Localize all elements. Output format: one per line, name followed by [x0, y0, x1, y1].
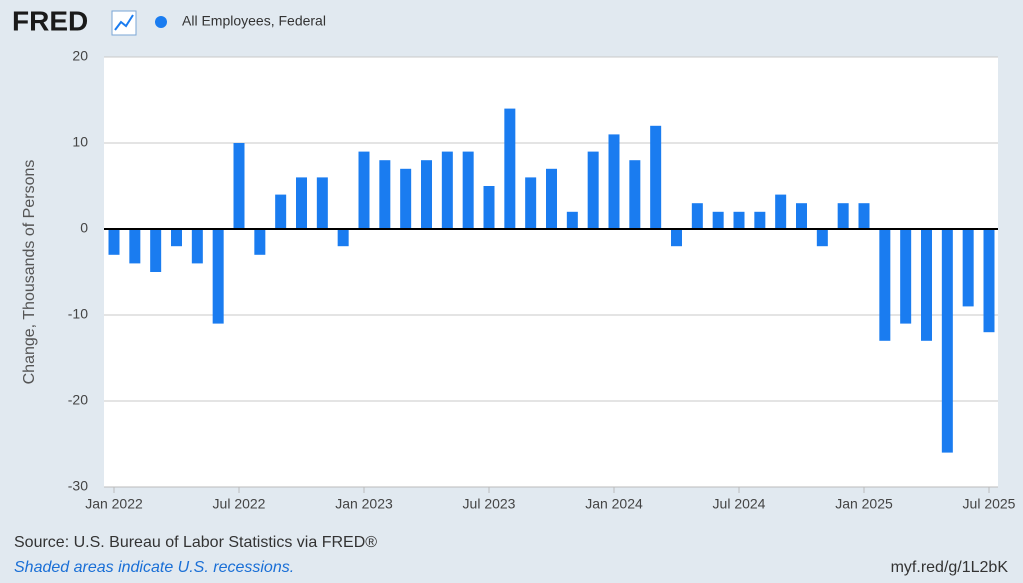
- bar: [587, 151, 599, 229]
- source: Source: U.S. Bureau of Labor Statistics …: [14, 534, 377, 551]
- bar: [754, 211, 766, 229]
- y-tick-label: 0: [80, 220, 88, 236]
- bar: [671, 229, 682, 247]
- bar: [941, 229, 953, 453]
- bar: [900, 229, 912, 324]
- bar: [171, 229, 182, 247]
- logo-icon: [111, 10, 137, 36]
- bar: [816, 229, 828, 247]
- bar: [546, 168, 557, 229]
- bar: [650, 125, 662, 229]
- bar: [879, 229, 891, 341]
- bar: [629, 160, 641, 229]
- x-tick-label: Jan 2025: [835, 496, 893, 512]
- bar: [733, 211, 745, 229]
- bar: [441, 151, 453, 229]
- bar: [504, 108, 516, 229]
- legend-label: All Employees, Federal: [182, 13, 326, 29]
- x-tick-label: Jan 2023: [335, 496, 393, 512]
- bar: [962, 229, 974, 307]
- bar: [191, 229, 203, 264]
- plot-area: [104, 57, 998, 487]
- y-tick-label: 20: [72, 48, 88, 64]
- bar: [837, 203, 849, 229]
- y-tick-label: -20: [68, 392, 88, 408]
- recession-note: Shaded areas indicate U.S. recessions.: [14, 559, 294, 576]
- x-tick-label: Jan 2022: [85, 496, 143, 512]
- bar: [275, 194, 287, 229]
- x-tick-label: Jul 2023: [463, 496, 516, 512]
- link[interactable]: myf.red/g/1L2bK: [891, 559, 1009, 576]
- bar: [608, 134, 620, 229]
- bar: [150, 229, 162, 272]
- bar: [483, 186, 495, 229]
- bar: [212, 229, 224, 324]
- bar: [316, 177, 328, 229]
- bar: [400, 168, 412, 229]
- bar: [296, 177, 307, 229]
- bar: [983, 229, 995, 333]
- bar: [691, 203, 703, 229]
- bar: [254, 229, 266, 255]
- bar: [775, 194, 787, 229]
- x-tick-label: Jul 2022: [213, 496, 266, 512]
- x-tick-label: Jul 2025: [963, 496, 1016, 512]
- bar: [462, 151, 474, 229]
- bar: [379, 160, 391, 229]
- bar: [421, 160, 432, 229]
- y-tick-label: -10: [68, 306, 88, 322]
- bar: [921, 229, 932, 341]
- x-tick-label: Jul 2024: [713, 496, 766, 512]
- y-axis-label: Change, Thousands of Persons: [21, 160, 38, 385]
- bar: [129, 229, 141, 264]
- bar: [358, 151, 370, 229]
- legend-swatch: [155, 16, 167, 28]
- y-tick-label: 10: [72, 134, 88, 150]
- bar: [712, 211, 724, 229]
- bar: [566, 211, 578, 229]
- bar: [233, 143, 245, 229]
- logo: FRED: [12, 5, 88, 36]
- bar: [858, 203, 870, 229]
- bar: [525, 177, 537, 229]
- bar: [108, 229, 120, 255]
- bar: [796, 203, 807, 229]
- x-tick-label: Jan 2024: [585, 496, 643, 512]
- y-tick-label: -30: [68, 478, 88, 494]
- bar: [337, 229, 349, 247]
